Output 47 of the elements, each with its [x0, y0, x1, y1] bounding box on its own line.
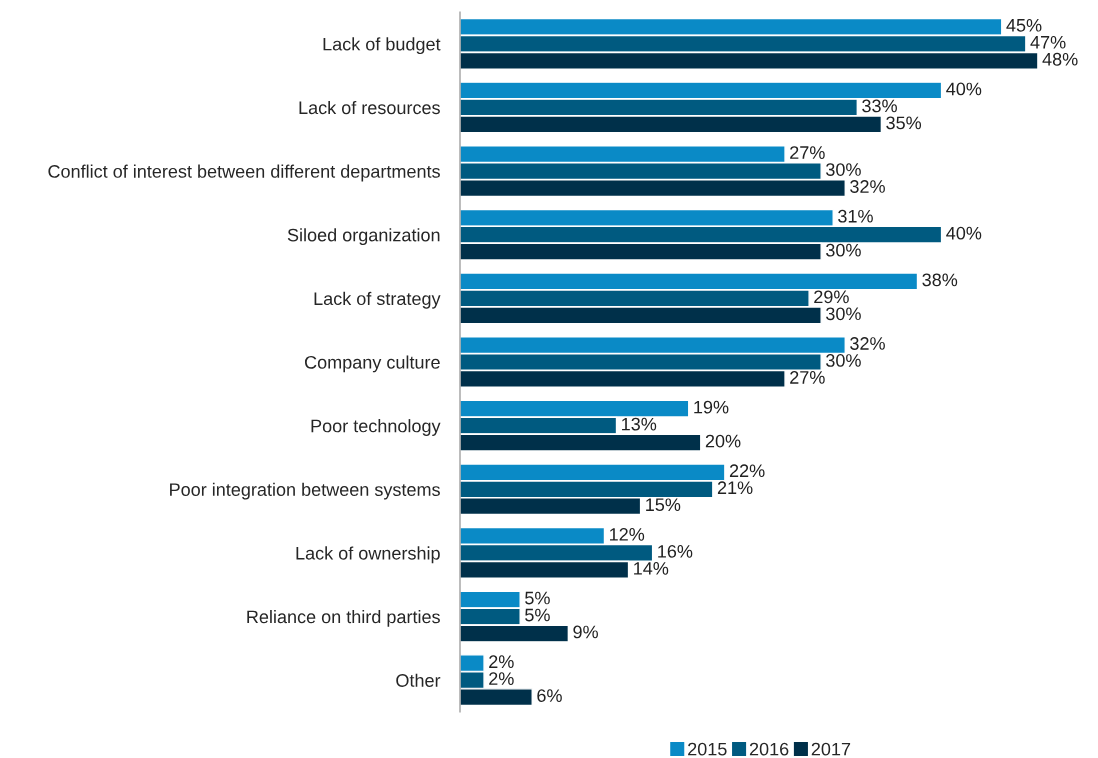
y-tick-label: Lack of ownership — [296, 546, 440, 564]
y-tick-label: Other — [396, 673, 441, 687]
data-label: 13% — [622, 417, 657, 431]
data-label: 35% — [886, 116, 922, 130]
y-tick-label: Conflict of interest between different departments — [48, 164, 440, 182]
data-label: 2% — [489, 672, 514, 685]
legend-label: 2015 — [688, 742, 727, 756]
data-label: 30% — [826, 307, 861, 321]
data-label: 30% — [826, 163, 861, 176]
data-label: 15% — [646, 498, 681, 512]
data-label: 5% — [525, 608, 550, 622]
data-label: 6% — [537, 689, 562, 702]
data-label: 47% — [1030, 35, 1066, 49]
data-label: 22% — [729, 464, 765, 478]
legend-label: 2017 — [811, 742, 851, 756]
y-tick-label: Poor integration between systems — [170, 482, 440, 500]
data-label: 27% — [790, 146, 825, 159]
data-label: 48% — [1042, 52, 1078, 66]
data-label: 30% — [826, 243, 861, 257]
y-tick-label: Lack of strategy — [314, 291, 441, 309]
data-label: 19% — [694, 400, 729, 414]
data-label: 5% — [525, 591, 550, 605]
data-label: 32% — [850, 337, 885, 350]
data-label: 31% — [838, 209, 873, 223]
data-label: 45% — [1006, 18, 1042, 32]
data-label: 16% — [658, 544, 693, 558]
y-tick-label: Reliance on third parties — [247, 610, 440, 627]
data-label: 40% — [946, 82, 982, 96]
data-label: 40% — [946, 226, 982, 240]
data-label: 38% — [922, 273, 958, 287]
y-tick-label: Company culture — [305, 355, 440, 373]
data-label: 12% — [610, 528, 645, 541]
data-label: 9% — [573, 625, 598, 639]
data-label: 14% — [634, 562, 669, 575]
data-label: 2% — [489, 655, 514, 668]
data-label: 20% — [705, 434, 741, 448]
data-label: 27% — [790, 371, 825, 384]
data-label: 29% — [814, 290, 849, 304]
y-tick-label: Poor technology — [311, 419, 441, 436]
data-label: 32% — [850, 180, 885, 193]
y-tick-label: Siloed organization — [287, 228, 440, 246]
legend-label: 2016 — [749, 742, 789, 756]
data-label: 33% — [862, 99, 897, 113]
y-tick-label: Lack of resources — [299, 100, 440, 115]
y-tick-label: Lack of budget — [323, 37, 441, 55]
data-label: 30% — [826, 354, 861, 367]
data-label: 21% — [717, 481, 753, 495]
